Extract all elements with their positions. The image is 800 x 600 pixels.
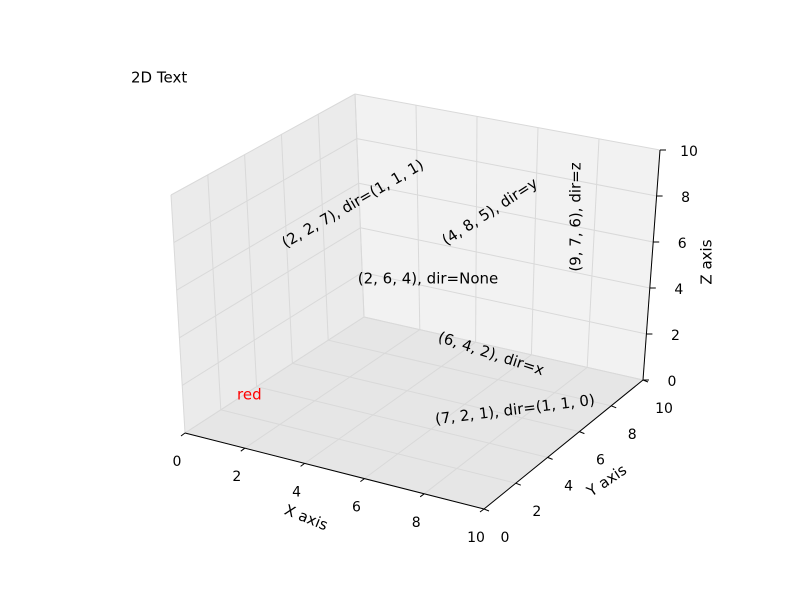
y-axis-line	[483, 379, 644, 510]
grid-y-floor	[292, 362, 580, 433]
grid-z-side	[173, 138, 358, 244]
y-tick-mark	[579, 431, 585, 435]
grid-z-side	[184, 316, 365, 434]
x-tick-mark	[240, 447, 246, 452]
x-axis-line	[184, 432, 485, 510]
grid-z-side	[176, 182, 359, 291]
grid-x-floor	[304, 341, 476, 464]
x-tick-label: 2	[232, 469, 241, 485]
grid-x-back	[475, 116, 478, 343]
grid-y-floor	[256, 386, 548, 458]
x-tick-mark	[360, 478, 365, 483]
grid-y-side	[170, 194, 186, 434]
grid-x-floor	[423, 367, 588, 495]
y-axis-label: Y axis	[583, 461, 631, 501]
grid-x-back	[415, 105, 421, 330]
y-tick-label: 4	[564, 478, 573, 494]
x-tick-mark	[419, 493, 425, 498]
text-9-7-6: (9, 7, 6), dir=z	[567, 162, 585, 271]
y-tick-label: 8	[628, 427, 637, 443]
x-axis-label: X axis	[282, 501, 331, 535]
z-tick-label: 8	[681, 190, 690, 206]
grid-y-side	[244, 154, 258, 387]
y-tick-mark	[547, 456, 553, 460]
grid-y-side	[280, 134, 293, 364]
pane-y1	[355, 94, 660, 380]
grid-y-side	[207, 174, 222, 410]
grid-x-back	[586, 138, 600, 368]
grid-z-back	[363, 316, 644, 381]
grid-x-floor	[244, 329, 421, 449]
grid-y-side	[354, 93, 365, 318]
grid-z-back	[362, 271, 647, 335]
y-tick-label: 0	[501, 530, 510, 546]
y-tick-label: 2	[532, 504, 541, 520]
grid-x-back	[530, 127, 539, 355]
y-tick-label: 10	[655, 401, 673, 417]
text-2-6-4: (2, 6, 4), dir=None	[358, 270, 499, 288]
y-tick-label: 6	[596, 453, 605, 469]
grid-z-back	[356, 138, 657, 197]
y-tick-mark	[483, 508, 490, 512]
grid-y-floor	[220, 409, 516, 484]
grid-z-side	[179, 227, 361, 339]
grid-z-back	[354, 93, 661, 151]
red-point-label: red	[237, 386, 262, 404]
x-tick-label: 6	[352, 500, 361, 516]
z-axis-line	[642, 149, 661, 381]
grid-y-side	[317, 114, 329, 341]
z-axis-label: Z axis	[698, 239, 716, 284]
figure-2d-text: 2D Text	[131, 69, 187, 87]
grid-z-side	[170, 93, 356, 196]
grid-x-floor	[364, 354, 532, 480]
y-tick-mark	[515, 482, 521, 486]
x-tick-label: 4	[292, 484, 301, 500]
grid-z-back	[360, 227, 650, 289]
x-tick-label: 10	[467, 530, 485, 546]
z-tick-label: 2	[671, 328, 680, 344]
chart-ticks: 0 2 4 6 8 10 0 2 4 6 8 10 0 2 4 6 8 10	[173, 144, 698, 546]
z-tick-label: 10	[680, 144, 698, 160]
grid-y-floor	[328, 339, 612, 407]
grid-z-side	[181, 271, 363, 386]
z-tick-label: 0	[668, 374, 677, 390]
grid-z-back	[358, 182, 654, 243]
x-tick-mark	[180, 432, 186, 437]
y-tick-mark	[611, 405, 617, 409]
x-tick-label: 8	[412, 515, 421, 531]
z-tick-label: 4	[674, 282, 683, 298]
chart-axes	[184, 149, 661, 510]
x-tick-label: 0	[173, 454, 182, 470]
z-tick-label: 6	[678, 236, 687, 252]
x-tick-mark	[300, 462, 305, 467]
x-tick-mark	[479, 508, 485, 513]
